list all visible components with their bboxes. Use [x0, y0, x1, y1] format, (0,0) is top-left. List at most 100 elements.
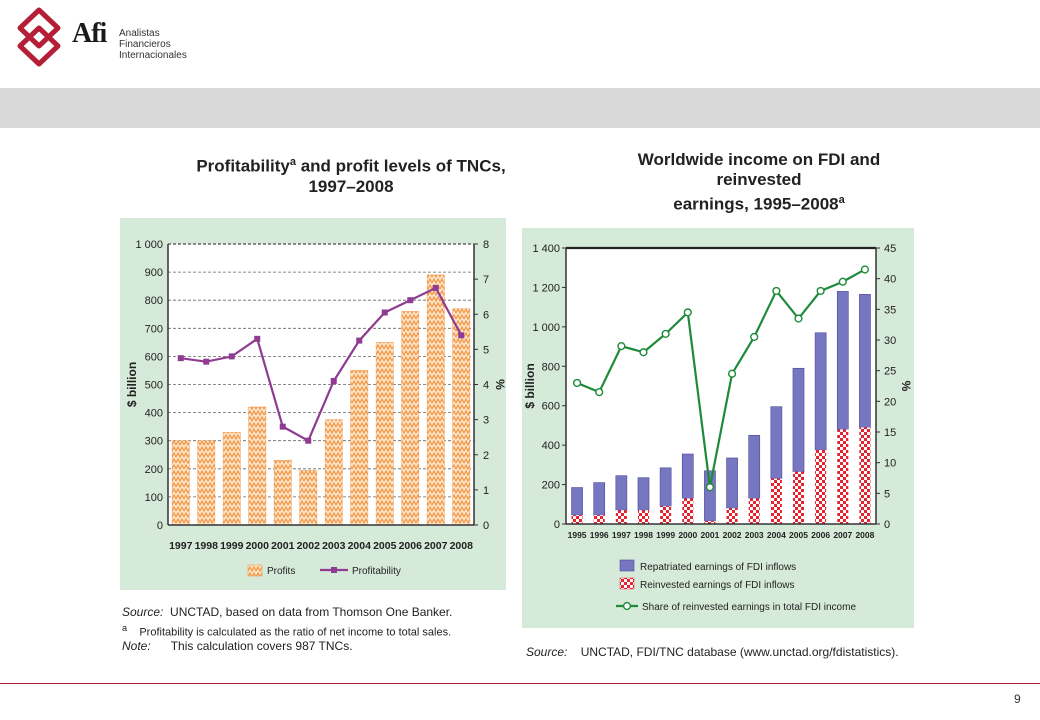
brand-sub-line-2: Financieros: [119, 39, 171, 50]
left-note-label: Note:: [122, 639, 151, 653]
left-x-tick-label: 2002: [297, 540, 321, 552]
left-x-tick-label: 2007: [424, 540, 448, 552]
left-footnote-mark: a: [122, 623, 128, 633]
right-y-tick-label: 1 000: [532, 322, 560, 334]
right-share-marker: [838, 277, 847, 286]
left-profitability-marker: [177, 355, 184, 362]
right-y-tick-label: 800: [542, 361, 560, 373]
right-title-sup: a: [838, 194, 845, 206]
header-band: [0, 88, 1040, 128]
right-x-tick-label: 2002: [723, 530, 742, 540]
left-profitability-marker: [458, 332, 465, 339]
right-reinvested-bar: [571, 515, 583, 524]
right-x-tick-label: 1996: [590, 530, 609, 540]
right-y2-tick-label: 10: [884, 458, 896, 470]
page-number: 9: [1014, 692, 1021, 706]
left-profits-bar: [273, 460, 292, 526]
right-x-tick-label: 1999: [656, 530, 675, 540]
right-y2-tick-label: 0: [884, 519, 890, 531]
right-repatriated-bar: [792, 367, 805, 473]
right-x-tick-label: 2003: [745, 530, 764, 540]
left-x-tick-label: 2000: [246, 540, 270, 552]
right-share-marker: [705, 483, 715, 492]
footer-rule: [0, 683, 1040, 684]
right-repatriated-bar: [637, 477, 650, 511]
right-x-tick-label: 2004: [767, 530, 786, 540]
right-reinvested-bar: [593, 515, 605, 524]
left-profitability-marker: [305, 437, 312, 444]
right-y2-tick-label: 45: [884, 243, 896, 255]
right-reinvested-bar: [615, 510, 627, 524]
left-profitability-marker: [432, 284, 439, 291]
right-share-marker: [617, 342, 626, 351]
right-y2-tick-label: 5: [884, 488, 890, 500]
left-y2-axis-label: %: [493, 379, 506, 390]
left-profits-bar: [299, 470, 318, 526]
right-y2-tick-label: 40: [884, 274, 896, 286]
right-y2-axis-label: %: [899, 381, 913, 392]
right-repatriated-bar: [859, 294, 871, 428]
right-title-line2: earnings, 1995–2008: [673, 194, 839, 214]
left-profitability-marker: [228, 353, 235, 360]
right-y2-tick-label: 15: [884, 427, 896, 439]
left-y-tick-label: 700: [145, 323, 163, 335]
right-share-marker: [794, 314, 803, 323]
left-title-rest: and profit levels of TNCs,: [295, 156, 506, 176]
right-repatriated-bar: [659, 467, 672, 507]
right-legend-repatriated-swatch: [619, 559, 635, 572]
right-share-marker: [816, 286, 825, 296]
left-chart-svg: 0 100 200 300 400 500 600 700 800 900 1 000 0 1 2 3 4 5 6…: [125, 239, 506, 577]
right-x-tick-label: 2007: [833, 530, 852, 540]
right-x-tick-label: 1995: [568, 530, 587, 540]
left-y-tick-label: 400: [145, 408, 163, 420]
left-x-tick-label: 2004: [348, 540, 372, 552]
left-chart-title: Profitabilitya and profit levels of TNCs…: [196, 152, 506, 197]
right-legend-share-label: Share of reinvested earnings in total FD…: [642, 602, 856, 613]
left-y-tick-label: 200: [145, 464, 163, 476]
right-source: Source: UNCTAD, FDI/TNC database (www.un…: [526, 644, 899, 660]
right-repatriated-bar: [681, 453, 694, 499]
left-profits-bar: [248, 406, 267, 526]
left-legend-profitability-label: Profitability: [352, 566, 401, 577]
right-source-label: Source:: [526, 645, 568, 659]
right-reinvested-bar: [637, 510, 650, 524]
right-reinvested-bar: [748, 498, 760, 524]
right-reinvested-bar: [726, 508, 738, 524]
brand-sub-line-1: Analistas: [119, 28, 160, 39]
right-reinvested-bar: [704, 521, 716, 524]
right-x-tick-label: 1997: [612, 530, 631, 540]
left-chart-panel: 0 100 200 300 400 500 600 700 800 900 1 000 0 1 2 3 4 5 6…: [120, 218, 506, 590]
right-x-tick-label: 2006: [811, 530, 830, 540]
left-y2-tick-label: 6: [483, 309, 489, 321]
right-y-tick-label: 400: [542, 440, 560, 452]
right-repatriated-bar: [571, 487, 583, 516]
left-note: Note: This calculation covers 987 TNCs.: [122, 638, 353, 654]
left-x-tick-label: 1997: [169, 540, 193, 552]
right-reinvested-bar: [660, 506, 672, 524]
left-y2-tick-label: 4: [483, 380, 489, 392]
afi-knot-logo-icon: [17, 7, 61, 67]
right-y-tick-label: 1 200: [532, 282, 560, 294]
left-note-text: This calculation covers 987 TNCs.: [170, 639, 353, 653]
brand-subtitle: Analistas Financieros Internacionales: [119, 28, 187, 61]
left-profits-bar: [350, 370, 369, 526]
right-legend-share-marker: [622, 601, 632, 611]
left-profitability-marker: [381, 309, 388, 316]
right-y-tick-label: 600: [542, 401, 560, 413]
right-share-marker: [727, 369, 737, 378]
right-legend-reinvested-label: Reinvested earnings of FDI inflows: [640, 580, 795, 591]
right-repatriated-bar: [726, 457, 738, 509]
left-profitability-marker: [254, 335, 261, 342]
right-y2-tick-label: 20: [884, 396, 896, 408]
left-profits-bar: [197, 440, 216, 526]
right-y-tick-label: 200: [542, 480, 560, 492]
right-share-marker: [772, 286, 781, 296]
left-y-tick-label: 600: [145, 351, 163, 363]
left-profits-bar: [426, 274, 445, 526]
brand-name: Afi: [72, 18, 107, 49]
left-y-tick-label: 100: [145, 492, 163, 504]
left-y2-tick-label: 2: [483, 450, 489, 462]
left-y2-tick-label: 7: [483, 274, 489, 286]
right-x-tick-label: 2005: [789, 530, 808, 540]
right-share-marker: [572, 378, 582, 388]
